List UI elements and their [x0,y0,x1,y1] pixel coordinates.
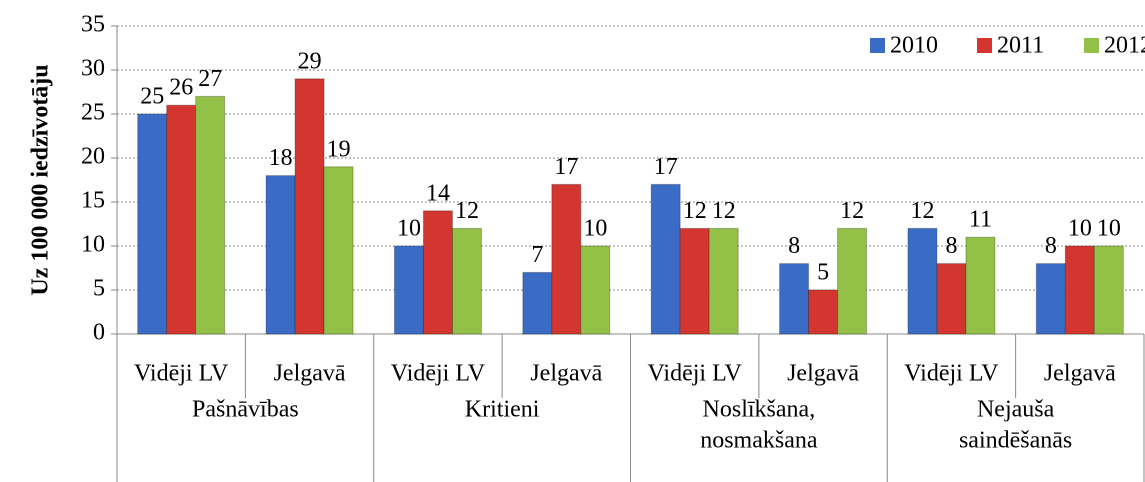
data-label: 10 [583,216,607,242]
data-label: 26 [169,75,193,101]
data-label: 12 [840,198,864,224]
bar [679,227,710,335]
data-label: 11 [969,207,992,233]
bar [580,245,611,335]
y-tick-label: 0 [93,320,105,346]
bar [323,166,354,335]
bar [393,245,424,335]
bar [137,113,168,335]
legend-swatch [1084,38,1099,53]
x-tick-label: Jelgavā [1044,361,1116,387]
group-label: Pašnāvības [192,397,299,423]
bar [294,78,325,335]
group-label: Nejauša [977,397,1055,423]
bar [837,227,868,335]
legend-label: 2012 [1104,33,1145,59]
bar [195,95,226,335]
y-tick-label: 30 [81,56,105,82]
x-tick-label: Vidēji LV [134,361,229,387]
data-label: 8 [1045,233,1057,259]
x-tick-label: Vidēji LV [391,361,486,387]
y-tick-label: 5 [93,276,105,302]
data-label: 14 [426,180,450,206]
group-label: nosmakšana [700,428,818,454]
x-tick-label: Vidēji LV [904,361,999,387]
bar [451,227,482,335]
bar [936,263,967,335]
legend-swatch [870,38,885,53]
bar [808,289,839,335]
y-tick-label: 25 [81,100,105,126]
group-label: Kritieni [465,397,540,423]
y-tick-label: 35 [81,12,105,38]
data-label: 27 [198,66,222,92]
x-tick-label: Jelgavā [787,361,859,387]
data-label: 7 [531,242,543,268]
legend-label: 2011 [997,33,1044,59]
data-label: 18 [269,145,293,171]
bar [166,104,197,335]
y-axis-label: Uz 100 000 iedzīvotāju [28,64,54,295]
x-tick-label: Jelgavā [530,361,602,387]
data-label: 12 [712,198,736,224]
legend-label: 2010 [890,33,938,59]
bar [422,210,453,335]
data-label: 17 [654,154,678,180]
y-tick-label: 15 [81,188,105,214]
data-label: 25 [140,84,164,110]
data-label: 19 [327,136,351,162]
data-label: 8 [788,233,800,259]
data-label: 12 [455,198,479,224]
y-tick-label: 20 [81,144,105,170]
x-tick-label: Vidēji LV [648,361,743,387]
bar [708,227,739,335]
data-label: 12 [910,198,934,224]
y-tick-label: 10 [81,232,105,258]
group-label: saindēšanās [959,428,1072,454]
bar [779,263,810,335]
legend-swatch [977,38,992,53]
data-label: 10 [1068,216,1092,242]
group-label: Noslīkšana, [703,397,816,423]
bar [1035,263,1066,335]
bar [1093,245,1124,335]
data-label: 5 [817,260,829,286]
data-label: 12 [683,198,707,224]
bar [522,271,553,335]
data-label: 17 [554,154,578,180]
bar [650,183,681,335]
data-label: 8 [945,233,957,259]
data-label: 10 [397,216,421,242]
bar [265,175,296,335]
x-tick-label: Jelgavā [274,361,346,387]
data-label: 10 [1097,216,1121,242]
bar [907,227,938,335]
bar [1064,245,1095,335]
data-label: 29 [298,48,322,74]
bar [551,183,582,335]
bar [965,236,996,335]
